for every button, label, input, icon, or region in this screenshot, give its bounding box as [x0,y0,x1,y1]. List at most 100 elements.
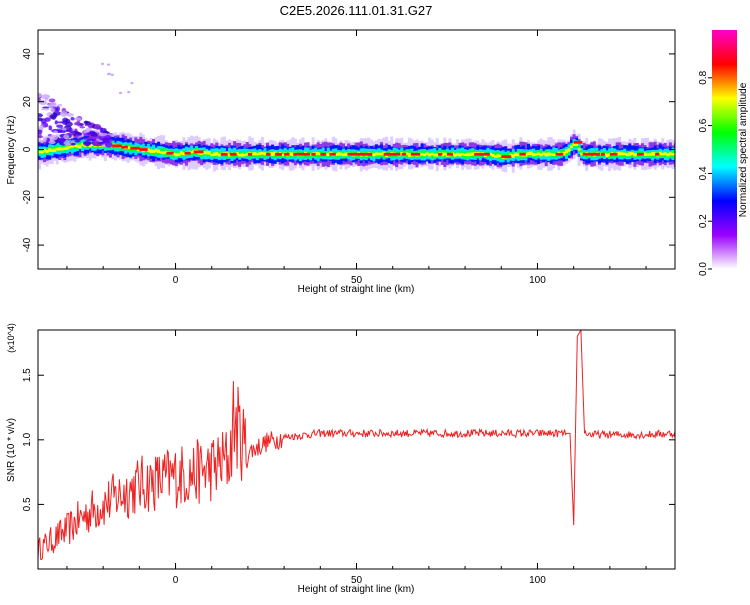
spectrogram-cell [491,153,495,157]
spectrogram-peak-cell [302,152,311,156]
spectrogram-cell [288,152,292,156]
spectrogram-cell [643,152,647,156]
spectrogram-cell [162,151,166,155]
spectrogram-cell [630,152,634,156]
spectrogram-peak-cell [365,152,373,156]
spectrogram-cell [562,151,566,156]
spectrogram-cell [496,154,500,158]
spectrogram-ytick-label: 40 [22,48,33,60]
colorbar-tick-label: 0.8 [698,70,709,84]
spectrogram-noise-cell [57,121,66,124]
spectrogram-noise-cell [94,123,102,130]
spectrogram-peak-cell [446,152,454,156]
spectrogram-cell [516,152,520,157]
spectrogram-noise-cell [130,81,134,85]
spectrogram-cell [88,143,92,148]
snr-ticks: 0 50 100 0.5 1.0 1.5 [22,330,675,586]
colorbar-tick-label: 0.6 [698,118,709,132]
spectrogram-peak-cell [229,152,237,156]
spectrogram-peak-cell [519,152,526,156]
spectrogram-cell [81,142,85,146]
spectrogram-cell [50,149,54,152]
spectrogram-cell [58,147,62,151]
spectrogram-noise-cell [87,136,97,140]
spectrogram-noise-cell [86,132,93,135]
colorbar-tick-label: 0.0 [698,262,709,276]
spectrogram-cell [152,150,156,153]
spectrogram-cell [468,152,472,157]
spectrogram-peak-cell [130,146,140,150]
spectrogram-noise-cell [38,142,42,146]
spectrogram-noise-cell [85,142,90,147]
spectrogram-cell [60,147,64,151]
spectrogram-noise-cell [61,127,67,131]
spectrogram-cell [73,143,77,148]
spectrogram-cell [177,152,181,157]
colorbar-ticks: 0.0 0.2 0.4 0.6 0.8 [698,70,712,276]
spectrogram-noise-cell [70,116,75,121]
spectrogram-noise-cell [110,73,114,77]
spectrogram-peak-cell [247,152,253,156]
spectrogram-cell [549,153,553,156]
spectrogram-peak-cell [555,152,564,156]
spectrogram-cell [55,147,59,151]
spectrogram-cell [534,153,538,156]
spectrogram-peak-cell [356,152,366,156]
spectrogram-peak-cell [347,152,357,156]
spectrogram-peak-cell [383,152,393,156]
spectrogram-peak-cell [329,152,336,156]
spectrogram-noise-cell [49,114,56,119]
spectrogram-noise-cell [98,139,103,142]
spectrogram-noise-cell [76,120,81,126]
spectrogram-cell [572,142,576,146]
snr-series-line [38,330,675,561]
spectrogram-cell [471,152,475,156]
spectrogram-cell [425,152,429,156]
spectrogram-cell [661,152,665,156]
spectrogram-noise-cell [59,111,68,117]
spectrogram-peak-cell [609,152,618,156]
spectrogram-peak-cell [437,152,443,156]
spectrogram-noise-cell [107,72,111,76]
snr-ytick-label: 1.0 [22,432,33,446]
spectrogram-cell [372,153,376,157]
spectrogram-cell [179,151,183,155]
spectrogram-cell [217,153,221,157]
colorbar-gradient [712,30,737,269]
spectrogram-cell [260,152,264,155]
spectrogram-noise-cell [48,139,56,145]
spectrogram-cell [243,153,247,157]
spectrogram-cell [605,153,609,157]
spectrogram-cell [190,150,194,154]
snr-ytick-label: 1.5 [22,368,33,382]
spectrogram-noise-cell [65,113,75,117]
spectrogram-cell [207,151,211,155]
spectrogram-cell [537,152,541,156]
spectrogram-cell [212,152,216,157]
spectrogram-cell [435,153,439,157]
spectrogram-cell [210,153,214,157]
colorbar-label: Normalized spectral amplitude [738,82,749,217]
spectrogram-xtick-label: 100 [529,275,546,286]
spectrogram-cell [570,145,574,149]
spectrogram-cell [65,146,69,150]
spectrogram-cell [250,152,254,156]
spectrogram-cell [443,152,447,156]
spectrogram-cell [633,153,637,157]
spectrogram-cell [625,153,629,157]
spectrogram-cell [564,149,568,154]
spectrogram-peak-cell [582,152,593,156]
colorbar: 0.0 0.2 0.4 0.6 0.8 Normalized spectral ampl… [698,30,749,276]
spectrogram-noise-cell [38,135,44,139]
spectrogram-cell [456,152,460,156]
spectrogram-cell [281,153,285,157]
spectrogram-peak-cell [275,152,283,156]
spectrogram-cell [53,148,57,152]
spectrogram-cell [50,146,54,152]
spectrogram-peak-cell [320,152,327,156]
snr-xlabel: Height of straight line (km) [298,584,415,595]
spectrogram-cell [172,152,176,156]
spectrogram-cell [628,152,632,156]
snr-ytick-label: 0.5 [22,497,33,511]
spectrogram-panel: 0 50 100 40 20 0 -20 -40 Height of straight lin… [6,29,676,295]
